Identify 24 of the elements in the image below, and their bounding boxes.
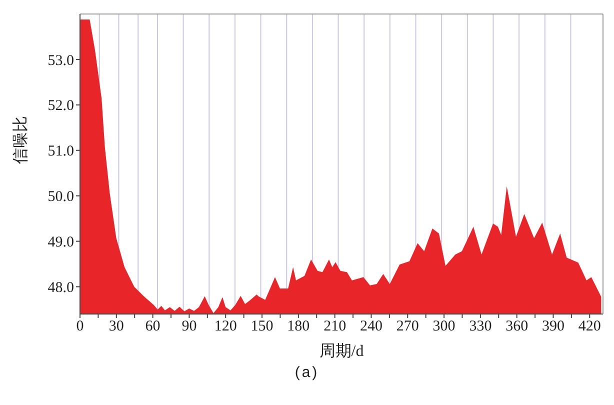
x-tick-label: 180 [287, 318, 310, 335]
y-tick-label: 50.0 [48, 189, 74, 206]
x-tick-label: 210 [324, 318, 346, 335]
y-tick-label: 53.0 [48, 52, 74, 69]
x-tick-label: 270 [396, 318, 419, 335]
x-tick-label: 300 [432, 318, 456, 335]
y-tick-label: 51.0 [48, 144, 74, 160]
x-tick-label: 240 [360, 318, 382, 335]
y-tick-label: 48.0 [48, 280, 74, 296]
x-tick-label: 420 [578, 318, 601, 335]
x-axis-title: 周期/d [319, 342, 364, 360]
x-tick-label: 120 [214, 318, 237, 335]
x-tick-label: 60 [145, 318, 160, 335]
y-tick-label: 52.0 [48, 98, 74, 114]
text: (a) [294, 364, 320, 381]
y-tick-label: 49.0 [48, 234, 74, 251]
x-tick-label: 390 [542, 318, 564, 335]
x-tick-label: 150 [250, 318, 274, 335]
x-tick-label: 90 [182, 318, 197, 335]
x-tick-label: 0 [76, 318, 84, 335]
x-tick-label: 30 [108, 318, 124, 335]
x-tick-label: 360 [506, 318, 528, 335]
x-tick-label: 330 [469, 318, 492, 335]
y-axis-title: 信噪比 [12, 116, 30, 164]
